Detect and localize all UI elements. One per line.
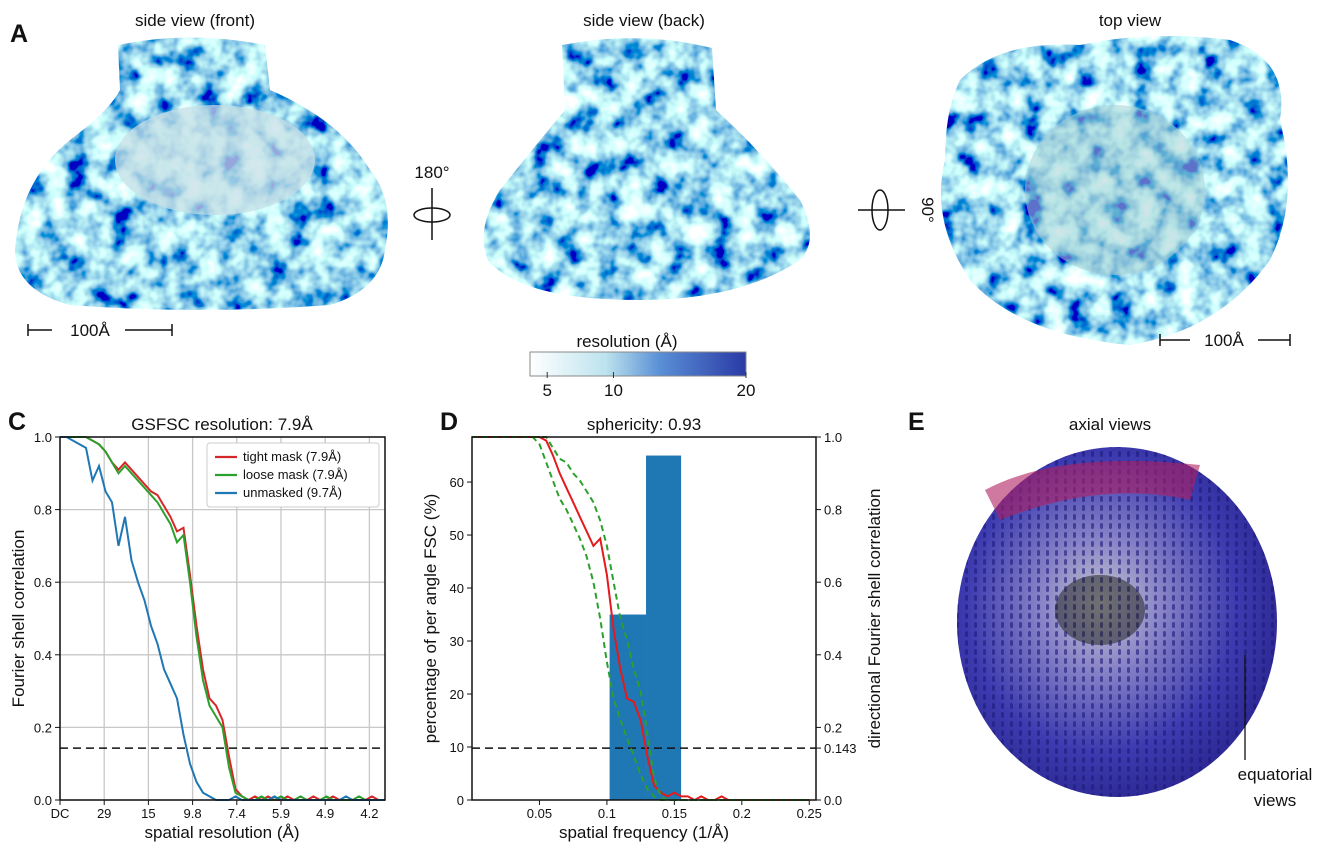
x-tick-label: 4.2 bbox=[360, 806, 378, 821]
y-tick-label: 0.4 bbox=[34, 648, 52, 663]
density-map bbox=[483, 38, 810, 300]
x-tick-label: 7.4 bbox=[228, 806, 246, 821]
x-tick-label: 0.25 bbox=[797, 806, 822, 821]
y-tick-label: 0.0 bbox=[34, 793, 52, 808]
y-tick-label: 0.8 bbox=[34, 503, 52, 518]
plot-frame bbox=[59, 436, 386, 801]
y-axis-label: Fourier shell correlation bbox=[9, 530, 28, 708]
view-title: top view bbox=[1099, 11, 1162, 30]
rotation-icon bbox=[413, 207, 451, 223]
legend-label: tight mask (7.9Å) bbox=[243, 449, 341, 464]
y-tick-label: 0.6 bbox=[34, 575, 52, 590]
y2-tick-label: 0.6 bbox=[824, 575, 842, 590]
scale-label: 100Å bbox=[1204, 331, 1244, 350]
colorbar-tick-label: 5 bbox=[542, 381, 551, 400]
x-tick-label: 5.9 bbox=[272, 806, 290, 821]
y-tick-label: 40 bbox=[450, 581, 464, 596]
y2-tick-label: 0.0 bbox=[824, 793, 842, 808]
y-tick-label: 30 bbox=[450, 634, 464, 649]
y2-tick-label: 0.143 bbox=[824, 741, 857, 756]
label: axial views bbox=[1069, 415, 1151, 434]
axial-highlight bbox=[985, 460, 1200, 520]
legend-label: loose mask (7.9Å) bbox=[243, 467, 348, 482]
colorbar-tick-label: 20 bbox=[737, 381, 756, 400]
y2-tick-label: 1.0 bbox=[824, 430, 842, 445]
x-tick-label: 0.1 bbox=[598, 806, 616, 821]
label: equatorial bbox=[1238, 765, 1313, 784]
chart-title: sphericity: 0.93 bbox=[587, 415, 701, 434]
panel-label: A bbox=[10, 20, 28, 48]
panel-label: D bbox=[440, 408, 458, 436]
x-tick-label: 4.9 bbox=[316, 806, 334, 821]
series-line bbox=[60, 436, 385, 801]
colorbar bbox=[529, 351, 747, 377]
rotation-label: 180° bbox=[414, 163, 449, 182]
y2-axis-label: directional Fourier shell correlation bbox=[865, 489, 884, 749]
colorbar-tick-label: 10 bbox=[604, 381, 623, 400]
legend-label: unmasked (9.7Å) bbox=[243, 485, 342, 500]
x-tick-label: 15 bbox=[141, 806, 155, 821]
y2-tick-label: 0.4 bbox=[824, 648, 842, 663]
view-title: side view (front) bbox=[135, 11, 255, 30]
y-tick-label: 1.0 bbox=[34, 430, 52, 445]
panel-label: C bbox=[8, 408, 26, 436]
scale-label: 100Å bbox=[70, 321, 110, 340]
cavity bbox=[115, 105, 315, 215]
y2-tick-label: 0.2 bbox=[824, 720, 842, 735]
y-axis-label: percentage of per angle FSC (%) bbox=[421, 494, 440, 743]
view-title: side view (back) bbox=[583, 11, 705, 30]
y2-tick-label: 0.8 bbox=[824, 503, 842, 518]
scale-bar bbox=[27, 324, 1291, 346]
y-tick-label: 0.2 bbox=[34, 720, 52, 735]
x-tick-label: 0.15 bbox=[662, 806, 687, 821]
y-tick-label: 10 bbox=[450, 740, 464, 755]
axial-center bbox=[1055, 575, 1145, 645]
x-tick-label: 9.8 bbox=[184, 806, 202, 821]
x-axis-label: spatial resolution (Å) bbox=[145, 823, 300, 842]
plot-frame bbox=[471, 436, 817, 801]
rotation-icon bbox=[871, 189, 889, 231]
x-tick-label: 0.2 bbox=[733, 806, 751, 821]
rotation-label: 90° bbox=[918, 197, 937, 223]
y-tick-label: 60 bbox=[450, 475, 464, 490]
y-tick-label: 20 bbox=[450, 687, 464, 702]
chart-title: GSFSC resolution: 7.9Å bbox=[131, 415, 313, 434]
label: views bbox=[1254, 791, 1297, 810]
y-tick-label: 50 bbox=[450, 528, 464, 543]
x-axis-label: spatial frequency (1/Å) bbox=[559, 823, 729, 842]
colorbar-title: resolution (Å) bbox=[576, 332, 677, 351]
panel-label: E bbox=[908, 408, 925, 436]
legend-box bbox=[206, 442, 380, 508]
top-ring bbox=[1025, 105, 1205, 275]
x-tick-label: 0.05 bbox=[527, 806, 552, 821]
x-tick-label: DC bbox=[51, 806, 70, 821]
histogram-bar bbox=[646, 455, 682, 800]
x-tick-label: 29 bbox=[97, 806, 111, 821]
y-tick-label: 0 bbox=[457, 793, 464, 808]
